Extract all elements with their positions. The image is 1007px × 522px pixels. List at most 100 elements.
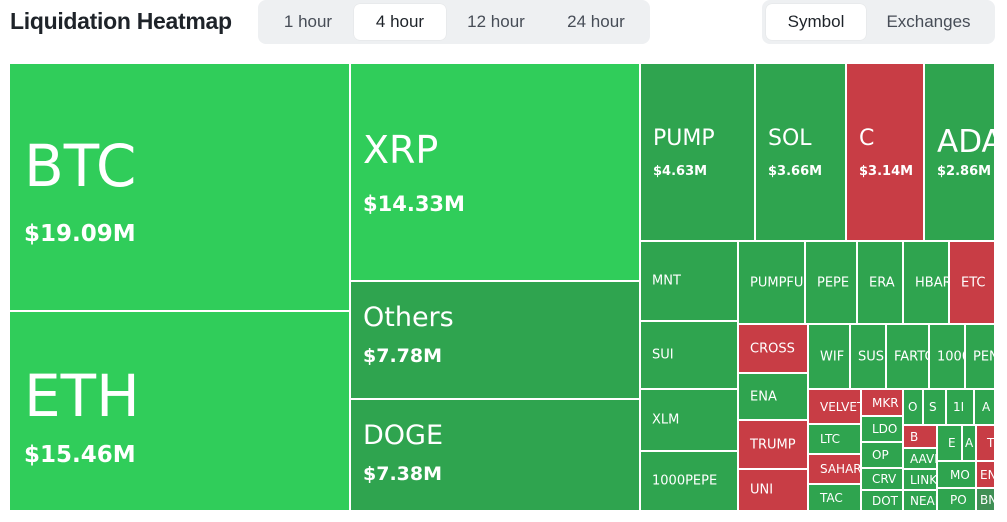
tile-wif[interactable]: WIF — [808, 324, 850, 389]
tile-near[interactable]: NEAR — [903, 490, 937, 511]
tile-mo[interactable]: MO — [937, 461, 976, 488]
tile-symbol: TRUMP — [750, 437, 796, 452]
tile-symbol: PEPE — [817, 275, 850, 290]
tile-ltc[interactable]: LTC — [808, 424, 861, 454]
tile-symbol: OP — [872, 448, 889, 462]
tile-value: $4.63M — [653, 164, 708, 179]
tile-s[interactable]: S — [923, 389, 946, 425]
tile-symbol: E — [948, 436, 956, 450]
tile-sushi[interactable]: SUSHI — [850, 324, 886, 389]
tile-dot[interactable]: DOT — [861, 490, 903, 511]
tile-1i[interactable]: 1I — [946, 389, 974, 425]
tile-bn[interactable]: BN — [976, 488, 994, 511]
tile-pump[interactable]: PUMP $4.63M — [640, 63, 755, 241]
tile-1000pepe[interactable]: 1000PEPE — [640, 451, 738, 511]
tile-others[interactable]: Others $7.78M — [350, 281, 640, 399]
tile-symbol: SOL — [768, 126, 812, 151]
tile-symbol: C — [859, 126, 875, 151]
tile-symbol: ETH — [24, 362, 140, 430]
tile-symbol: AAVE — [910, 451, 936, 466]
tile-mnt[interactable]: MNT — [640, 241, 738, 321]
tile-symbol: EN — [980, 467, 994, 482]
tile-symbol: DOT — [872, 493, 899, 508]
tile-hbar[interactable]: HBAR — [903, 241, 949, 324]
tile-symbol: T — [987, 436, 994, 450]
timeframe-12h-button[interactable]: 12 hour — [467, 12, 525, 31]
tile-pengu[interactable]: PENGU — [965, 324, 994, 389]
tile-symbol: XRP — [363, 128, 439, 172]
tile-doge[interactable]: DOGE $7.38M — [350, 399, 640, 511]
tile-symbol: MKR — [872, 395, 899, 410]
tile-sol[interactable]: SOL $3.66M — [755, 63, 846, 241]
tile-1000bonk[interactable]: 1000BONK — [929, 324, 965, 389]
tile-sahara[interactable]: SAHARA — [808, 454, 861, 484]
tile-symbol: TAC — [820, 490, 843, 505]
tile-pepe[interactable]: PEPE — [805, 241, 857, 324]
tile-a-2[interactable]: A — [962, 425, 976, 461]
tile-ada[interactable]: ADA $2.86M — [924, 63, 994, 241]
tile-symbol: Others — [363, 302, 454, 333]
tile-symbol: PENGU — [973, 349, 994, 364]
tile-c[interactable]: C $3.14M — [846, 63, 924, 241]
tile-aave[interactable]: AAVE — [903, 448, 937, 469]
tile-symbol: MO — [950, 467, 970, 482]
tile-b[interactable]: B — [903, 425, 937, 448]
tile-symbol: O — [908, 400, 918, 414]
view-mode-selector: Symbol Exchanges — [762, 0, 995, 44]
tile-eth[interactable]: ETH $15.46M — [9, 311, 350, 511]
tile-symbol: HBAR — [915, 275, 949, 290]
tile-symbol: 1000PEPE — [652, 473, 718, 489]
tile-symbol: ERA — [869, 275, 895, 290]
tile-t[interactable]: T — [976, 425, 994, 461]
tile-a-1[interactable]: A — [974, 389, 994, 425]
tile-symbol: LTC — [820, 432, 841, 446]
tile-etc[interactable]: ETC — [949, 241, 994, 324]
tile-po[interactable]: PO — [937, 488, 976, 511]
tile-symbol: SUSHI — [858, 349, 885, 364]
tile-value: $3.66M — [768, 164, 823, 179]
tile-xlm[interactable]: XLM — [640, 389, 738, 451]
tile-o[interactable]: O — [903, 389, 923, 425]
tile-xrp[interactable]: XRP $14.33M — [350, 63, 640, 281]
tile-sui[interactable]: SUI — [640, 321, 738, 389]
timeframe-4h-button[interactable]: 4 hour — [354, 4, 446, 40]
tile-symbol: VELVET — [820, 399, 861, 414]
tile-trump[interactable]: TRUMP — [738, 420, 808, 469]
timeframe-24h-button[interactable]: 24 hour — [567, 12, 625, 31]
tile-en[interactable]: EN — [976, 461, 994, 488]
tile-pumpfun[interactable]: PUMPFUN — [738, 241, 805, 324]
tile-symbol: LINK — [910, 472, 937, 487]
timeframe-1h-button[interactable]: 1 hour — [283, 12, 333, 31]
tile-symbol: ETC — [961, 275, 986, 290]
tile-fartcoin[interactable]: FARTCOIN — [886, 324, 929, 389]
tile-symbol: PO — [950, 492, 967, 507]
tile-tac[interactable]: TAC — [808, 484, 861, 511]
tile-crv[interactable]: CRV — [861, 468, 903, 490]
tile-symbol: PUMPFUN — [750, 275, 804, 290]
tile-value: $19.09M — [24, 221, 136, 247]
exchanges-view-button[interactable]: Exchanges — [886, 12, 971, 31]
tile-symbol: ENA — [750, 389, 777, 404]
tile-ena[interactable]: ENA — [738, 373, 808, 420]
tile-symbol: PUMP — [653, 126, 715, 151]
tile-mkr[interactable]: MKR — [861, 389, 903, 416]
tile-op[interactable]: OP — [861, 442, 903, 468]
tile-symbol: SUI — [652, 347, 674, 363]
tile-era[interactable]: ERA — [857, 241, 903, 324]
tile-velvet[interactable]: VELVET — [808, 389, 861, 424]
tile-symbol: ADA — [937, 124, 994, 160]
tile-value: $2.86M — [937, 164, 992, 179]
tile-cross[interactable]: CROSS — [738, 324, 808, 373]
tile-btc[interactable]: BTC $19.09M — [9, 63, 350, 311]
symbol-view-button[interactable]: Symbol — [766, 4, 866, 40]
tile-symbol: CRV — [872, 472, 897, 486]
tile-e[interactable]: E — [937, 425, 962, 461]
tile-ldo[interactable]: LDO — [861, 416, 903, 442]
tile-symbol: 1000BONK — [937, 349, 964, 364]
tile-symbol: BTC — [24, 132, 137, 200]
tile-symbol: MNT — [652, 273, 681, 289]
tile-link[interactable]: LINK — [903, 469, 937, 490]
tile-symbol: A — [982, 400, 991, 414]
tile-uni[interactable]: UNI — [738, 469, 808, 511]
tile-symbol: BN — [980, 492, 994, 507]
